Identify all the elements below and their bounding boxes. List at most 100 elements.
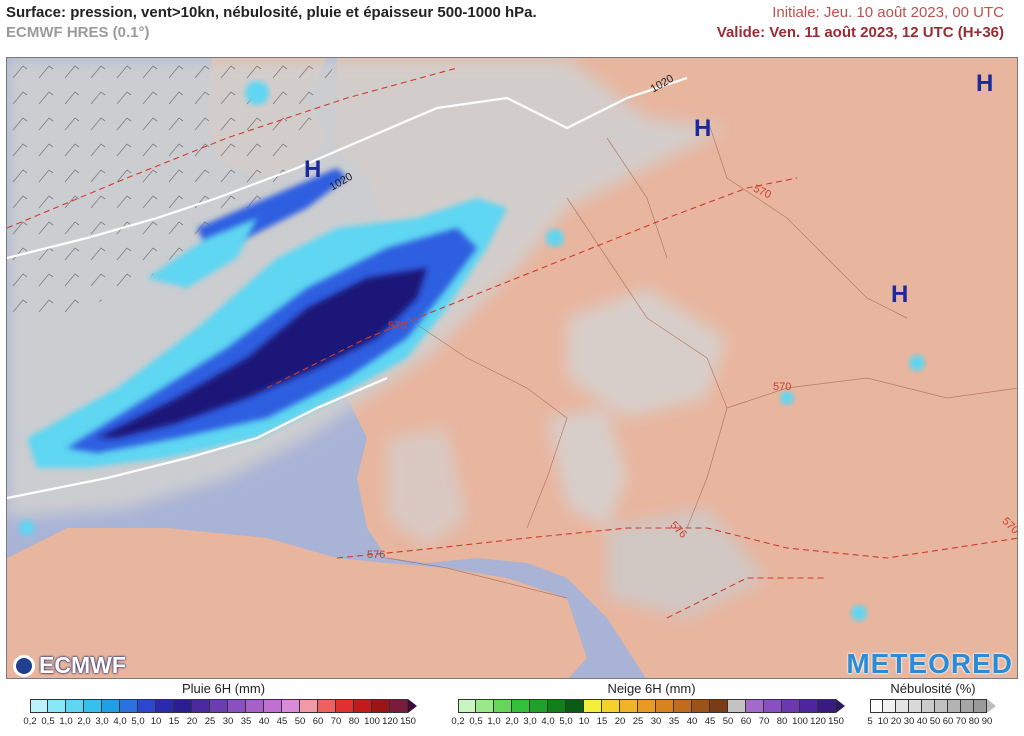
rain-tick-label: 0,5 — [41, 716, 55, 727]
high-pressure-marker: H — [694, 115, 712, 142]
thickness-label: 576 — [367, 549, 386, 561]
snow-tick-label: 40 — [686, 716, 698, 727]
snow-swatch — [710, 699, 728, 713]
cloud-legend-title: Nébulosité (%) — [890, 681, 976, 696]
snow-tick-label: 50 — [722, 716, 734, 727]
italy-land — [827, 528, 1017, 678]
snow-colorbar-arrow-icon — [836, 699, 845, 713]
rain-swatch — [66, 699, 84, 713]
cloud-swatch — [974, 699, 987, 713]
rain-tick-label: 3,0 — [95, 716, 109, 727]
rain-tick-label: 4,0 — [113, 716, 127, 727]
cloud-tick-label: 10 — [877, 716, 889, 727]
rain-tick-label: 20 — [186, 716, 198, 727]
rain-tick-label: 5,0 — [131, 716, 145, 727]
header-right: Initiale: Jeu. 10 août 2023, 00 UTC Vali… — [717, 4, 1004, 41]
rain-swatch — [390, 699, 408, 713]
high-pressure-marker: H — [976, 70, 994, 97]
rain-swatch — [300, 699, 318, 713]
rain-colorbar-arrow-icon — [408, 699, 417, 713]
model-name: ECMWF HRES (0.1°) — [6, 24, 150, 41]
map-title: Surface: pression, vent>10kn, nébulosité… — [6, 4, 537, 21]
thickness-label: 570 — [388, 320, 407, 332]
rain-tick-label: 25 — [204, 716, 216, 727]
high-pressure-marker: H — [304, 156, 322, 183]
snow-tick-label: 60 — [740, 716, 752, 727]
snow-tick-label: 120 — [810, 716, 826, 727]
rain-tick-label: 0,2 — [23, 716, 37, 727]
snow-tick-label: 2,0 — [505, 716, 519, 727]
rain-swatch — [210, 699, 228, 713]
rain-swatch — [120, 699, 138, 713]
rain-swatch — [138, 699, 156, 713]
rain-tick-label: 70 — [330, 716, 342, 727]
rain-tick-label: 45 — [276, 716, 288, 727]
rain-tick-label: 150 — [400, 716, 416, 727]
snow-tick-label: 5,0 — [559, 716, 573, 727]
cloud-tick-label: 90 — [981, 716, 993, 727]
high-pressure-marker: H — [891, 281, 909, 308]
rain-legend: Pluie 6H (mm) 0,2 0,5 1,0 2,0 3,0 4,0 5,0 10 15 2… — [23, 681, 417, 727]
snow-tick-label: 35 — [668, 716, 680, 727]
rain-tick-label: 1,0 — [59, 716, 73, 727]
rain-swatch — [318, 699, 336, 713]
rain-ticks: 0,2 0,5 1,0 2,0 3,0 4,0 5,0 10 15 20 25 30 35 40 45 50 6… — [21, 716, 417, 727]
snow-legend: Neige 6H (mm) 0,2 0,5 1,0 2,0 3,0 4,0 5,0 10 15 2… — [451, 681, 845, 727]
cloud-tick-label: 80 — [968, 716, 980, 727]
snow-swatch — [530, 699, 548, 713]
cloud-tick-label: 20 — [890, 716, 902, 727]
cloud-tick-label: 70 — [955, 716, 967, 727]
rain-tick-label: 40 — [258, 716, 270, 727]
isobars — [7, 76, 688, 500]
snow-swatch — [674, 699, 692, 713]
rain-tick-label: 120 — [382, 716, 398, 727]
cloud-tick-label: 60 — [942, 716, 954, 727]
snow-swatch — [782, 699, 800, 713]
snow-swatch — [692, 699, 710, 713]
cloud-swatch — [948, 699, 961, 713]
cloud-ticks: 5 10 20 30 40 50 60 70 80 90 — [864, 716, 997, 727]
snow-tick-label: 45 — [704, 716, 716, 727]
cloud-colorbar-arrow-icon — [987, 699, 996, 713]
thickness-label: 570 — [773, 381, 792, 393]
borders — [386, 117, 1017, 599]
rain-swatch — [102, 699, 120, 713]
cloud-colorbar — [870, 699, 996, 713]
snow-tick-label: 3,0 — [523, 716, 537, 727]
cloud-swatch — [883, 699, 896, 713]
snow-tick-label: 20 — [614, 716, 626, 727]
snow-swatch — [638, 699, 656, 713]
snow-tick-label: 0,5 — [469, 716, 483, 727]
rain-swatch — [174, 699, 192, 713]
rain-swatch — [282, 699, 300, 713]
snow-swatch — [548, 699, 566, 713]
snow-swatch — [566, 699, 584, 713]
cloud-swatch — [909, 699, 922, 713]
cloud-tick-label: 30 — [903, 716, 915, 727]
cloud-legend: Nébulosité (%) 5 10 20 30 40 50 60 70 80 90 — [867, 681, 996, 727]
rain-swatch — [246, 699, 264, 713]
valid-time: Valide: Ven. 11 août 2023, 12 UTC (H+36) — [716, 24, 1004, 41]
cloud-tick-label: 40 — [916, 716, 928, 727]
snow-swatch — [458, 699, 476, 713]
snow-tick-label: 10 — [578, 716, 590, 727]
snow-swatch — [818, 699, 836, 713]
rain-swatch — [30, 699, 48, 713]
initial-time: Initiale: Jeu. 10 août 2023, 00 UTC — [772, 4, 1004, 21]
snow-swatch — [800, 699, 818, 713]
ecmwf-glyph-icon — [13, 654, 35, 677]
cloud-swatch — [961, 699, 974, 713]
cloud-tick-label: 50 — [929, 716, 941, 727]
rain-tick-label: 10 — [150, 716, 162, 727]
snow-legend-title: Neige 6H (mm) — [607, 681, 696, 696]
ecmwf-logo: ECMWF — [13, 652, 126, 678]
rain-swatch — [48, 699, 66, 713]
snow-swatch — [620, 699, 638, 713]
snow-tick-label: 1,0 — [487, 716, 501, 727]
rain-swatch — [354, 699, 372, 713]
snow-swatch — [476, 699, 494, 713]
snow-tick-label: 25 — [632, 716, 644, 727]
rain-swatch — [336, 699, 354, 713]
ecmwf-logo-text: ECMWF — [39, 652, 126, 678]
rain-tick-label: 80 — [348, 716, 360, 727]
